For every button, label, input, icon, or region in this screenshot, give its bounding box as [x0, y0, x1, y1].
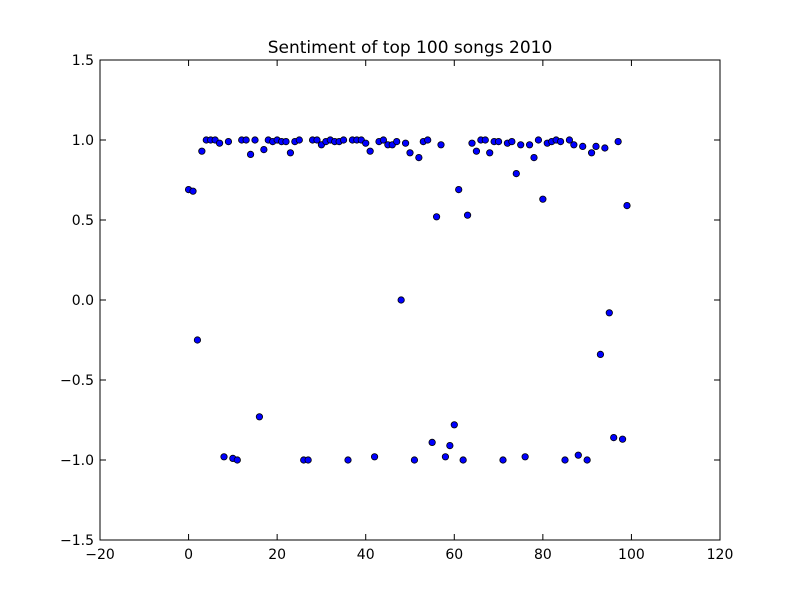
x-tick-label-0: −20: [85, 547, 115, 563]
data-point-9: [224, 138, 233, 146]
data-point-41: [366, 147, 374, 155]
data-point-95: [605, 309, 613, 317]
data-point-59: [446, 441, 454, 450]
data-point-78: [530, 154, 538, 162]
data-point-27: [304, 456, 312, 464]
x-tick-label-2: 20: [268, 547, 286, 563]
data-point-16: [255, 413, 264, 421]
data-point-60: [450, 421, 458, 429]
data-point-42: [370, 453, 379, 461]
data-point-51: [410, 456, 419, 464]
data-point-1: [189, 187, 197, 195]
x-tick-label-1: 0: [184, 547, 193, 563]
data-point-76: [521, 453, 529, 461]
y-tick-label-6: 1.5: [72, 53, 94, 69]
data-point-85: [561, 456, 569, 464]
data-point-88: [574, 451, 582, 459]
data-point-68: [486, 149, 494, 157]
data-point-22: [282, 138, 290, 146]
x-tick-label-7: 120: [707, 547, 734, 563]
data-point-11: [233, 456, 241, 464]
data-point-70: [494, 138, 503, 146]
data-point-47: [393, 138, 401, 146]
data-point-2: [193, 336, 202, 344]
x-tick-label-4: 60: [445, 547, 463, 563]
data-point-17: [260, 146, 268, 154]
x-tick-label-5: 80: [534, 547, 552, 563]
data-point-61: [455, 186, 463, 194]
data-point-52: [415, 154, 423, 162]
data-point-62: [459, 456, 467, 464]
data-point-15: [251, 136, 259, 144]
data-point-44: [379, 136, 388, 144]
data-point-86: [565, 136, 574, 144]
y-tick-label-4: 0.5: [72, 213, 94, 229]
data-point-25: [295, 136, 303, 144]
data-point-40: [362, 139, 370, 147]
data-point-48: [397, 296, 405, 304]
data-point-93: [596, 350, 605, 358]
data-points: [184, 136, 631, 464]
data-point-3: [198, 147, 206, 155]
y-tick-label-3: 0.0: [72, 293, 94, 309]
data-point-13: [242, 136, 250, 144]
data-point-71: [499, 456, 507, 464]
data-point-79: [534, 136, 543, 144]
data-point-77: [525, 141, 534, 149]
data-point-97: [614, 138, 622, 146]
data-point-92: [592, 142, 600, 150]
data-point-35: [339, 136, 348, 144]
data-point-67: [481, 136, 489, 144]
data-point-96: [610, 433, 618, 442]
data-point-84: [556, 138, 565, 146]
data-point-98: [618, 435, 627, 443]
data-point-65: [472, 147, 481, 155]
data-point-8: [220, 453, 228, 461]
data-point-89: [579, 142, 587, 150]
data-point-64: [468, 139, 476, 147]
data-point-99: [623, 202, 631, 210]
data-point-74: [512, 170, 520, 178]
x-tick-label-6: 100: [618, 547, 645, 563]
data-point-55: [428, 438, 436, 446]
data-point-23: [286, 149, 295, 157]
data-point-91: [587, 149, 596, 157]
chart-title: Sentiment of top 100 songs 2010: [268, 38, 553, 58]
data-point-73: [508, 138, 516, 146]
data-point-54: [424, 136, 432, 144]
data-point-63: [463, 211, 472, 219]
data-point-36: [344, 456, 352, 464]
data-point-75: [517, 141, 525, 149]
data-point-50: [406, 149, 414, 157]
data-point-7: [215, 139, 224, 147]
y-tick-label-0: −1.5: [60, 533, 94, 549]
data-point-56: [432, 213, 441, 221]
data-point-87: [570, 141, 578, 149]
y-tick-label-1: −1.0: [60, 453, 94, 469]
data-point-29: [313, 136, 321, 144]
data-point-57: [437, 141, 445, 149]
data-point-49: [401, 139, 410, 147]
data-point-58: [441, 453, 450, 461]
x-tick-label-3: 40: [357, 547, 375, 563]
data-point-90: [583, 456, 591, 464]
data-point-14: [246, 150, 255, 158]
data-point-80: [539, 195, 547, 203]
axis-ticks: −20 0 20 40 60 80 100 120 −1.5 −1.0 −0.5 0.0 0.5 1.0 1…: [60, 53, 733, 563]
data-point-94: [601, 144, 609, 152]
y-tick-label-2: −0.5: [60, 373, 94, 389]
y-tick-label-5: 1.0: [72, 133, 94, 149]
